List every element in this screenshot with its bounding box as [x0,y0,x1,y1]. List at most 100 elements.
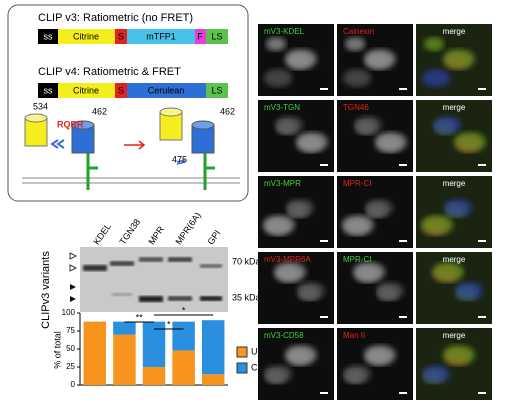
micrograph: mV3-MPR6A [258,252,334,324]
signal [275,116,303,134]
y-tick-label: 100 [62,308,76,317]
micrograph: merge [416,24,492,96]
lane-label: MPR [146,224,166,247]
signal [422,69,450,87]
image-label: mV3-TGN [264,103,300,112]
image-label: MPR-CI [343,255,371,264]
cleavage-site: RQRR [57,119,84,129]
legend-swatch [236,362,248,374]
scale-bar [399,392,407,394]
wavelength-label: 462 [220,106,235,116]
signal [297,282,325,300]
signal [342,215,374,235]
panel-box [7,4,249,202]
signal [365,199,393,217]
image-label: merge [443,103,466,112]
bar-segment [201,320,225,375]
fret-diagram [22,107,240,190]
segment: LS [211,31,222,41]
image-label: MPR-CI [343,179,371,188]
scale-bar [399,88,407,90]
scale-bar [478,88,486,90]
scale-bar [320,316,328,318]
scale-bar [399,316,407,318]
signal [354,116,382,134]
signal [432,262,464,282]
image-label: merge [443,179,466,188]
signal [454,132,486,152]
side-label: CLIPv3 variants [40,251,52,329]
signal [376,282,404,300]
micrograph: Calnexin [337,24,413,96]
y-tick-label: 0 [71,380,76,389]
segment: mTFP1 [146,31,176,41]
segment: Cerulean [148,85,185,95]
segment: ss [44,31,54,41]
signal [444,199,472,217]
segment: LS [211,85,222,95]
y-tick-label: 50 [66,344,75,353]
micrograph: mV3-TGN [258,100,334,172]
y-tick-label: 25 [66,362,75,371]
micrograph: merge [416,328,492,400]
scale-bar [320,88,328,90]
signal [274,262,306,282]
signal [443,345,475,365]
signal [364,49,396,69]
lane-label: TGN38 [117,217,142,247]
signal [285,345,317,365]
micrograph: mV3-CD58 [258,328,334,400]
marker-label: 70 kDa [232,256,261,266]
significance-label: ** [136,312,144,322]
construct: ss Citrine S Cerulean LS [38,83,228,98]
construct-title: CLIP v4: Ratiometric & FRET [38,66,181,78]
micrograph: merge [416,252,492,324]
signal [443,49,475,69]
image-label: mV3-KDEL [264,27,305,36]
wavelength-label: 462 [92,106,107,116]
signal [296,132,328,152]
y-tick-label: 75 [66,326,75,335]
image-label: mV3-MPR6A [264,255,311,264]
scale-bar [320,240,328,242]
bar-segment [172,321,195,351]
lane-label: KDEL [91,222,113,247]
micrograph: merge [416,100,492,172]
segment: Citrine [73,85,99,95]
image-label: mV3-CD58 [264,331,304,340]
segment: ss [44,85,54,95]
signal [264,365,292,383]
image-label: merge [443,331,466,340]
construct: ss Citrine S mTFP1 F LS [38,29,228,44]
wavelength-label: 534 [33,101,48,111]
image-label: merge [443,255,466,264]
segment: Citrine [73,31,99,41]
signal [343,365,371,383]
significance-label: * [182,305,186,315]
signal [422,365,450,383]
scale-bar [478,164,486,166]
micrograph: Man II [337,328,413,400]
signal [285,49,317,69]
scale-bar [399,164,407,166]
image-label: Calnexin [343,27,374,36]
bar-segment [113,334,136,385]
image-label: TGN46 [343,103,369,112]
signal [455,282,483,300]
bar-segment [142,321,166,367]
signal [353,262,385,282]
segment: S [118,31,124,41]
scale-bar [320,164,328,166]
micrograph: mV3-MPR [258,176,334,248]
signal [266,37,286,51]
signal [345,37,365,51]
micrograph: mV3-KDEL [258,24,334,96]
wavelength-label: 475 [172,154,187,164]
y-axis-label: % of total [52,331,62,369]
micrograph: MPR-CI [337,176,413,248]
bar-segment [83,321,107,385]
signal [375,132,407,152]
bar-segment [113,321,136,335]
